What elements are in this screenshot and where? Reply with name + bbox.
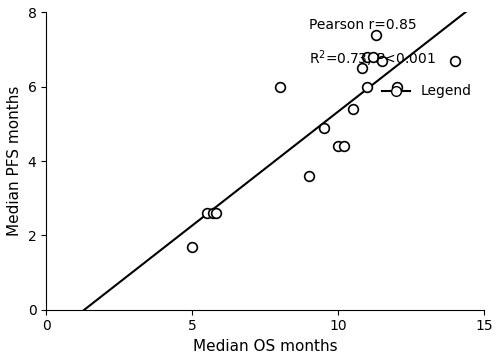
- Point: [305, 173, 313, 179]
- Point: [358, 65, 366, 71]
- Point: [212, 210, 220, 216]
- Point: [208, 210, 216, 216]
- X-axis label: Median OS months: Median OS months: [193, 339, 338, 354]
- Point: [364, 84, 372, 90]
- Point: [392, 84, 400, 90]
- Point: [372, 32, 380, 38]
- Legend: Legend: Legend: [376, 79, 478, 104]
- Point: [378, 58, 386, 64]
- Text: Pearson r=0.85: Pearson r=0.85: [309, 18, 416, 32]
- Point: [320, 125, 328, 131]
- Point: [276, 84, 284, 90]
- Point: [334, 143, 342, 149]
- Point: [364, 54, 372, 60]
- Point: [203, 210, 211, 216]
- Y-axis label: Median PFS months: Median PFS months: [7, 86, 22, 236]
- Point: [451, 58, 459, 64]
- Point: [340, 143, 348, 149]
- Text: R$^2$=0.73, $P$<0.001: R$^2$=0.73, $P$<0.001: [309, 48, 436, 69]
- Point: [349, 106, 357, 112]
- Point: [188, 244, 196, 249]
- Point: [369, 54, 377, 60]
